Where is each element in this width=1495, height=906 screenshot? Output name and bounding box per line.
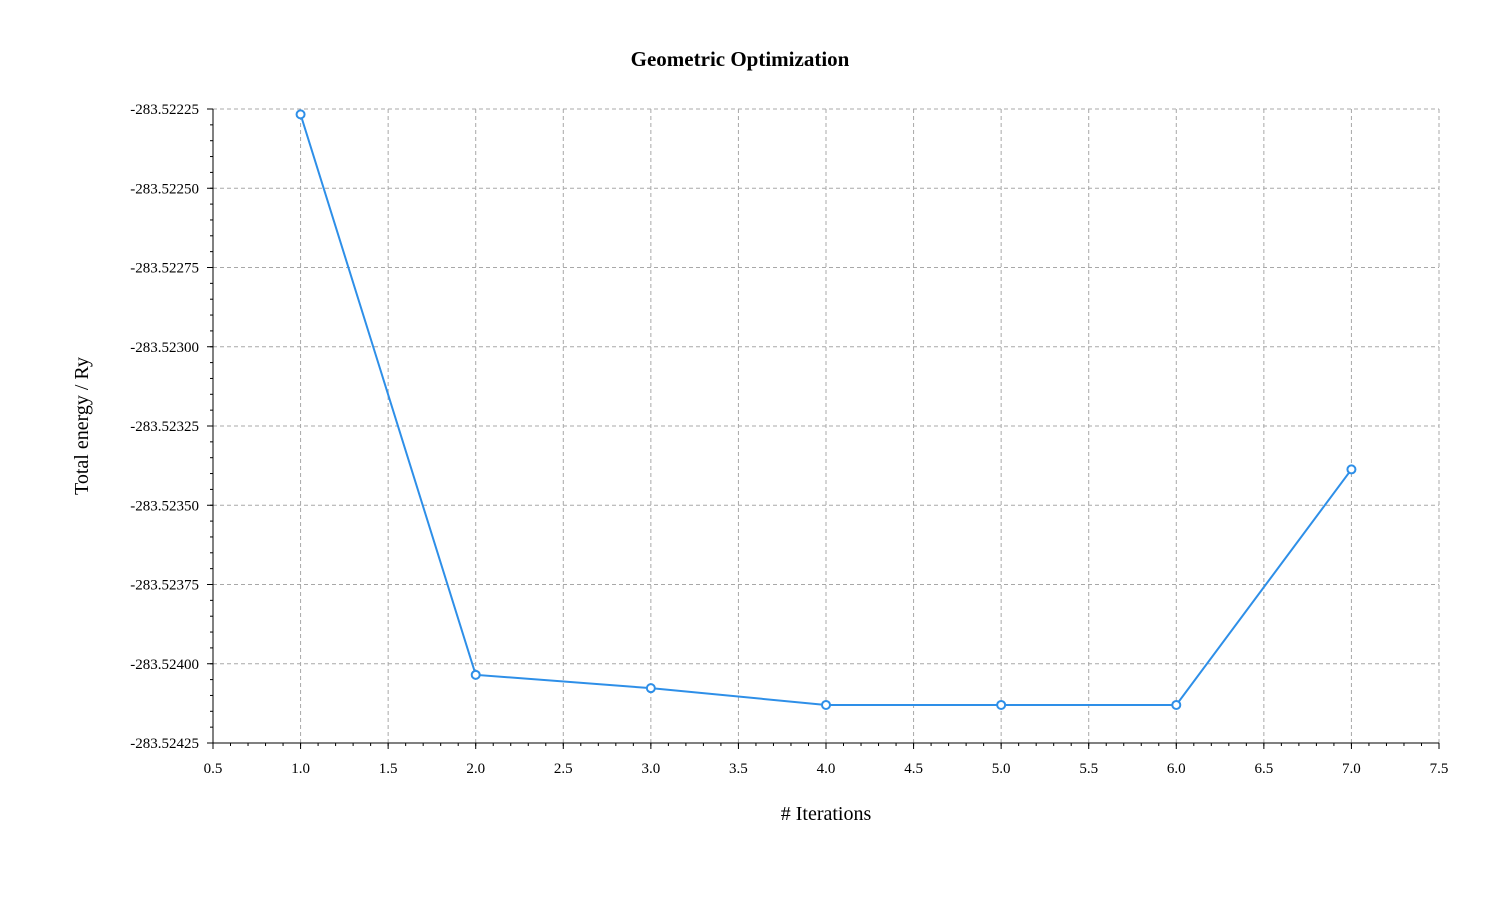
data-point	[1171, 699, 1182, 710]
x-tick-label: 5.5	[1079, 761, 1098, 777]
x-tick-label: 2.0	[466, 761, 485, 777]
x-tick-label: 1.0	[291, 761, 310, 777]
data-point	[996, 699, 1007, 710]
data-point	[821, 699, 831, 710]
series	[295, 109, 1357, 710]
chart-title: Geometric Optimization	[631, 47, 850, 71]
y-tick-label: -283.52225	[130, 102, 199, 118]
y-axis-label: Total energy / Ry	[71, 357, 93, 495]
x-tick-label: 1.5	[379, 761, 398, 777]
axes: 0.5 1.0 1.5 2.0 2.5 3.0 3.5 4.0 4.5 5.0 5.5 6.0 6.5 7…	[130, 102, 1448, 777]
x-tick-label: 3.5	[729, 761, 748, 777]
grid	[212, 108, 1440, 744]
x-tick-label: 4.0	[817, 761, 836, 777]
y-tick-label: -283.52400	[130, 657, 199, 673]
y-tick-label: -283.52250	[130, 181, 199, 197]
x-tick-label: 4.5	[904, 761, 923, 777]
x-tick-label: 6.5	[1254, 761, 1273, 777]
y-tick-label: -283.52300	[130, 340, 199, 356]
data-point	[1346, 464, 1357, 475]
x-tick-label: 3.0	[641, 761, 660, 777]
x-tick-label: 6.0	[1167, 761, 1186, 777]
y-tick-label: -283.52375	[130, 578, 199, 594]
x-tick-label: 2.5	[554, 761, 573, 777]
x-tick-label: 7.0	[1342, 761, 1361, 777]
data-point	[295, 109, 306, 120]
y-tick-label: -283.52275	[130, 261, 199, 277]
y-tick-label: -283.52425	[130, 736, 199, 752]
x-tick-label: 0.5	[204, 761, 223, 777]
y-tick-label: -283.52350	[130, 498, 199, 514]
data-point	[470, 669, 481, 680]
x-tick-label: 5.0	[992, 761, 1011, 777]
x-axis-label: # Iterations	[781, 803, 872, 825]
x-tick-label: 7.5	[1430, 761, 1449, 777]
data-point	[645, 683, 656, 694]
y-tick-label: -283.52325	[130, 419, 199, 435]
